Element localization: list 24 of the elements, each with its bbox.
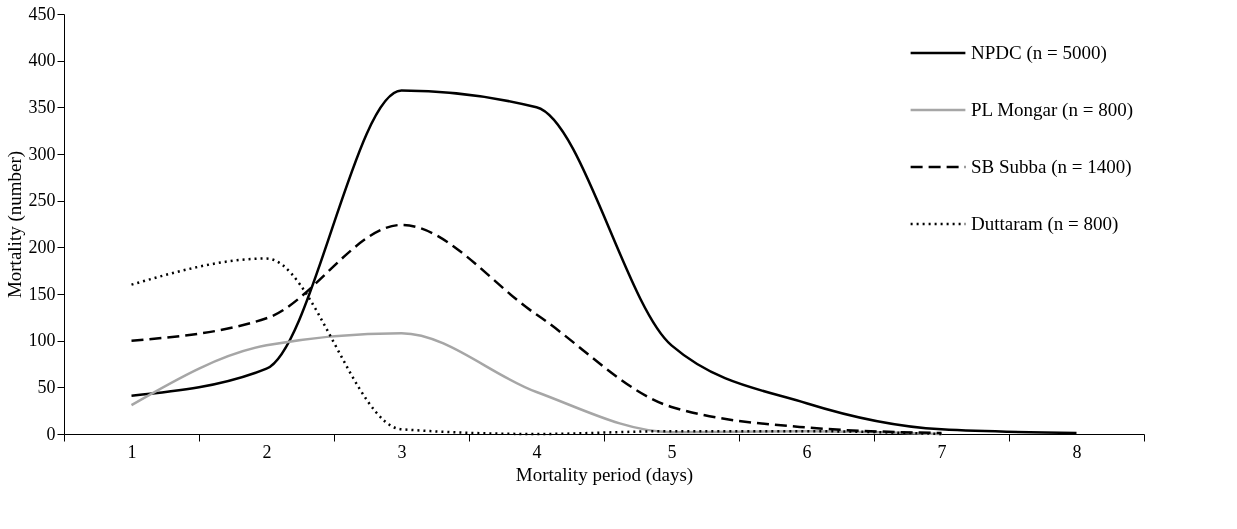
x-tick-label: 6	[802, 441, 812, 462]
y-tick-label: 50	[37, 376, 56, 397]
x-tick-label: 7	[937, 441, 947, 462]
x-tick-label: 5	[667, 441, 677, 462]
x-tick-label: 8	[1072, 441, 1082, 462]
x-tick-label: 4	[532, 441, 542, 462]
y-tick-label: 350	[28, 96, 56, 117]
x-tick-label: 1	[127, 441, 137, 462]
y-tick-label: 150	[28, 283, 56, 304]
x-axis-title: Mortality period (days)	[515, 463, 694, 486]
y-tick-label: 200	[28, 236, 56, 257]
legend-label: NPDC (n = 5000)	[971, 42, 1107, 64]
y-tick-label: 0	[46, 423, 56, 444]
y-tick-label: 450	[28, 3, 56, 24]
y-tick-label: 400	[28, 50, 56, 71]
legend-label: PL Mongar (n = 800)	[971, 99, 1133, 121]
x-tick-label: 3	[397, 441, 407, 462]
legend-label: Duttaram (n = 800)	[971, 213, 1119, 235]
x-tick-label: 2	[262, 441, 272, 462]
y-tick-label: 250	[28, 190, 56, 211]
y-axis-title: Mortality (number)	[3, 150, 26, 299]
y-tick-label: 100	[28, 330, 56, 351]
y-tick-label: 300	[28, 143, 56, 164]
legend-label: SB Subba (n = 1400)	[971, 156, 1132, 178]
